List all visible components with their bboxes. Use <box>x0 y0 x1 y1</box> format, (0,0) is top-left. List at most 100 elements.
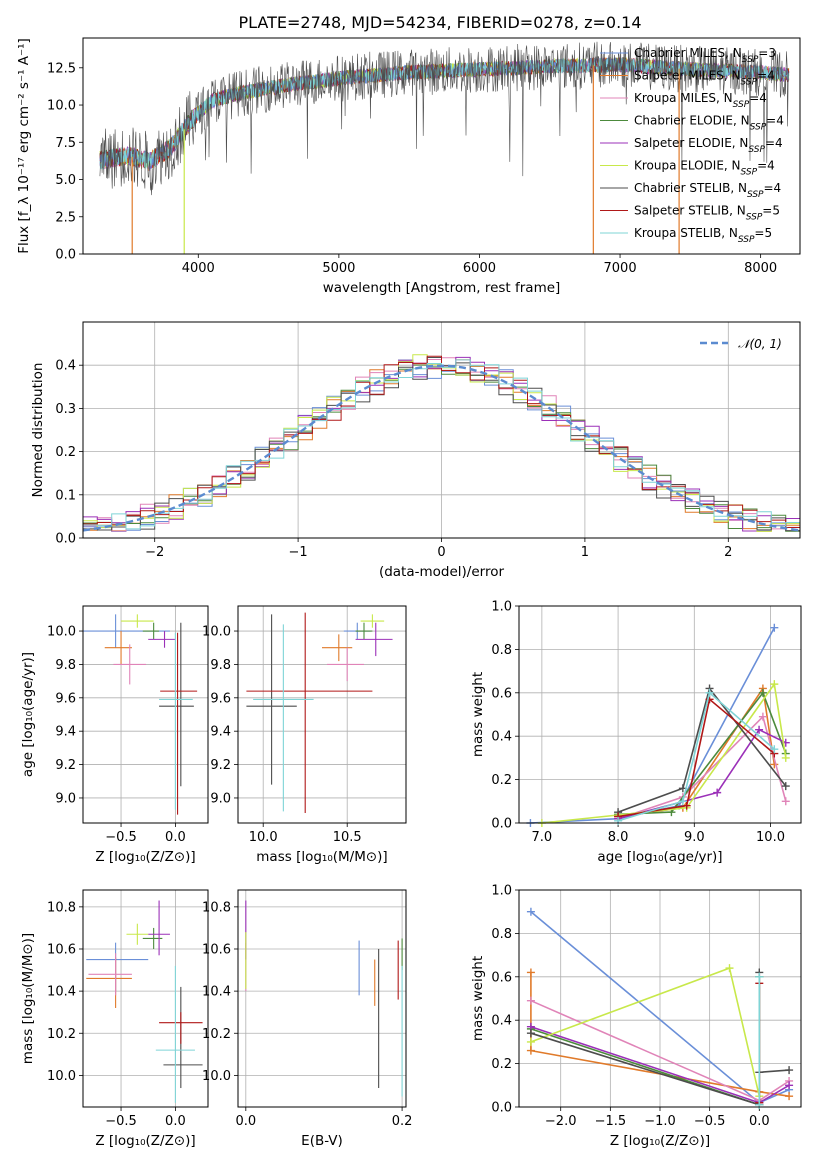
weight-marker <box>785 1081 794 1090</box>
residuals-panel: −2 −1 0 1 2 0.0 0.1 0.2 0.3 0.4 (data-model)/error… <box>30 321 801 580</box>
mass-vs-Z-panel: −0.5 0.0 10.0 10.2 10.4 10.6 10.8 Z [log₁₀(Z/Z⊙… <box>20 889 209 1149</box>
weight-marker <box>755 972 764 981</box>
y-tick-label: 0.6 <box>491 970 512 985</box>
x-tick-label: 0.0 <box>235 1114 256 1129</box>
weight-marker <box>781 797 790 806</box>
legend-label: Chabrier ELODIE, NSSP=4 <box>634 114 784 133</box>
weight-marker <box>682 801 691 810</box>
y-tick-label: 0.0 <box>491 1101 512 1116</box>
legend-label: Kroupa ELODIE, NSSP=4 <box>634 159 775 178</box>
weight-marker <box>785 1066 794 1075</box>
age-vs-Z-panel: −0.5 0.0 9.0 9.2 9.4 9.6 9.8 10.0 Z [log₁₀(Z/Z⊙)… <box>20 605 209 865</box>
weight-marker <box>781 782 790 791</box>
x-tick-label: 10.0 <box>756 830 785 845</box>
y-tick-label: 0.2 <box>491 773 512 788</box>
x-tick-label: 0.0 <box>165 830 186 845</box>
x-tick-label: −2 <box>145 545 164 560</box>
legend-label: Chabrier STELIB, NSSP=4 <box>634 181 781 200</box>
y-tick-label: 10.4 <box>47 985 76 1000</box>
age-vs-mass-panel: 10.0 10.5 9.0 9.2 9.4 9.6 9.8 10.0 mass [log₁₀(M… <box>202 605 407 865</box>
y-axis-label: mass weight <box>470 956 486 1041</box>
x-axis-label: (data-model)/error <box>379 564 505 580</box>
y-tick-label: 0.8 <box>491 643 512 658</box>
legend-label: Salpeter ELODIE, NSSP=4 <box>634 136 783 155</box>
x-tick-label: 0 <box>437 545 445 560</box>
x-tick-label: 8.0 <box>608 830 629 845</box>
x-axis-label: E(B-V) <box>301 1133 343 1149</box>
axes-frame <box>518 605 802 824</box>
axes-frame <box>237 889 407 1108</box>
axes-frame <box>82 321 801 539</box>
legend-label: Kroupa MILES, NSSP=4 <box>634 91 767 110</box>
y-tick-label: 0.2 <box>55 445 76 460</box>
x-tick-label: 6000 <box>463 261 496 276</box>
x-tick-label: 5000 <box>322 261 355 276</box>
y-axis-label: Flux [f_λ 10⁻¹⁷ erg cm⁻² s⁻¹ A⁻¹] <box>16 38 32 254</box>
y-tick-label: 10.0 <box>47 1069 76 1084</box>
x-tick-label: −1.0 <box>644 1114 676 1129</box>
y-tick-label: 10.0 <box>47 625 76 640</box>
y-tick-label: 10.4 <box>202 985 231 1000</box>
weight-marker <box>770 680 779 689</box>
y-tick-label: 7.5 <box>55 136 76 151</box>
mass-vs-ebv-panel: 0.0 0.2 10.0 10.2 10.4 10.6 10.8 E(B-V) <box>202 889 413 1149</box>
x-tick-label: 0.2 <box>392 1114 413 1129</box>
weight-marker <box>758 712 767 721</box>
spectrum-panel: 4000 5000 6000 7000 8000 0.0 2.5 5.0 7.5 10.0 12.5… <box>16 37 801 296</box>
weight-marker <box>705 688 714 697</box>
weight-line <box>530 972 790 1106</box>
weight-marker <box>678 797 687 806</box>
x-axis-label: age [log₁₀(age/yr)] <box>597 849 722 865</box>
y-tick-label: 9.8 <box>55 658 76 673</box>
weight-marker <box>725 964 734 973</box>
y-tick-label: 12.5 <box>47 61 76 76</box>
y-tick-label: 10.2 <box>202 1027 231 1042</box>
x-tick-label: 10.5 <box>333 830 362 845</box>
x-tick-label: 9.0 <box>684 830 705 845</box>
weight-marker <box>770 623 779 632</box>
weight-line <box>530 967 761 1097</box>
y-axis-label: Normed distribution <box>30 363 46 498</box>
weight-marker <box>526 907 535 916</box>
y-tick-label: 9.0 <box>55 791 76 806</box>
y-tick-label: 9.6 <box>55 691 76 706</box>
x-axis-label: Z [log₁₀(Z/Z⊙)] <box>95 849 195 865</box>
y-tick-label: 0.4 <box>491 730 512 745</box>
y-tick-label: 9.4 <box>210 725 231 740</box>
x-axis-label: mass [log₁₀(M/M⊙)] <box>256 849 387 865</box>
y-tick-label: 9.8 <box>210 658 231 673</box>
y-tick-label: 1.0 <box>491 600 512 615</box>
y-tick-label: 10.0 <box>202 625 231 640</box>
y-tick-label: 9.0 <box>210 791 231 806</box>
y-tick-label: 10.8 <box>47 900 76 915</box>
weight-vs-age-panel: 7.0 8.0 9.0 10.0 0.0 0.2 0.4 0.6 0.8 1.0 age [log₁… <box>470 600 802 865</box>
x-axis-label: wavelength [Angstrom, rest frame] <box>323 280 561 296</box>
y-tick-label: 0.2 <box>491 1057 512 1072</box>
y-tick-label: 0.8 <box>491 927 512 942</box>
x-tick-label: 1 <box>581 545 589 560</box>
x-tick-label: −2.0 <box>545 1114 577 1129</box>
gaussian-curve <box>82 364 801 532</box>
y-axis-label: mass weight <box>470 672 486 757</box>
weight-line <box>541 682 787 823</box>
weight-marker <box>713 788 722 797</box>
y-tick-label: 10.6 <box>47 942 76 957</box>
legend-label: 𝒩(0, 1) <box>738 337 782 351</box>
x-tick-label: −1.5 <box>595 1114 627 1129</box>
y-tick-label: 9.6 <box>210 691 231 706</box>
weight-vs-Z-panel: −2.0 −1.5 −1.0 −0.5 0.0 0.0 0.2 0.4 0.6 0.8 1.0 Z [… <box>470 884 802 1149</box>
y-tick-label: 10.0 <box>202 1069 231 1084</box>
weight-marker <box>770 745 779 754</box>
x-tick-label: −0.5 <box>694 1114 726 1129</box>
legend-label: Kroupa STELIB, NSSP=5 <box>634 226 772 245</box>
weight-marker <box>785 1092 794 1101</box>
axes-frame <box>518 889 802 1108</box>
weight-line <box>617 691 775 822</box>
axes-frame <box>237 605 407 824</box>
weight-marker <box>526 996 535 1005</box>
y-tick-label: 1.0 <box>491 884 512 899</box>
residuals-legend: 𝒩(0, 1) <box>700 337 782 351</box>
y-tick-label: 0.0 <box>55 248 76 263</box>
y-tick-label: 0.6 <box>491 686 512 701</box>
